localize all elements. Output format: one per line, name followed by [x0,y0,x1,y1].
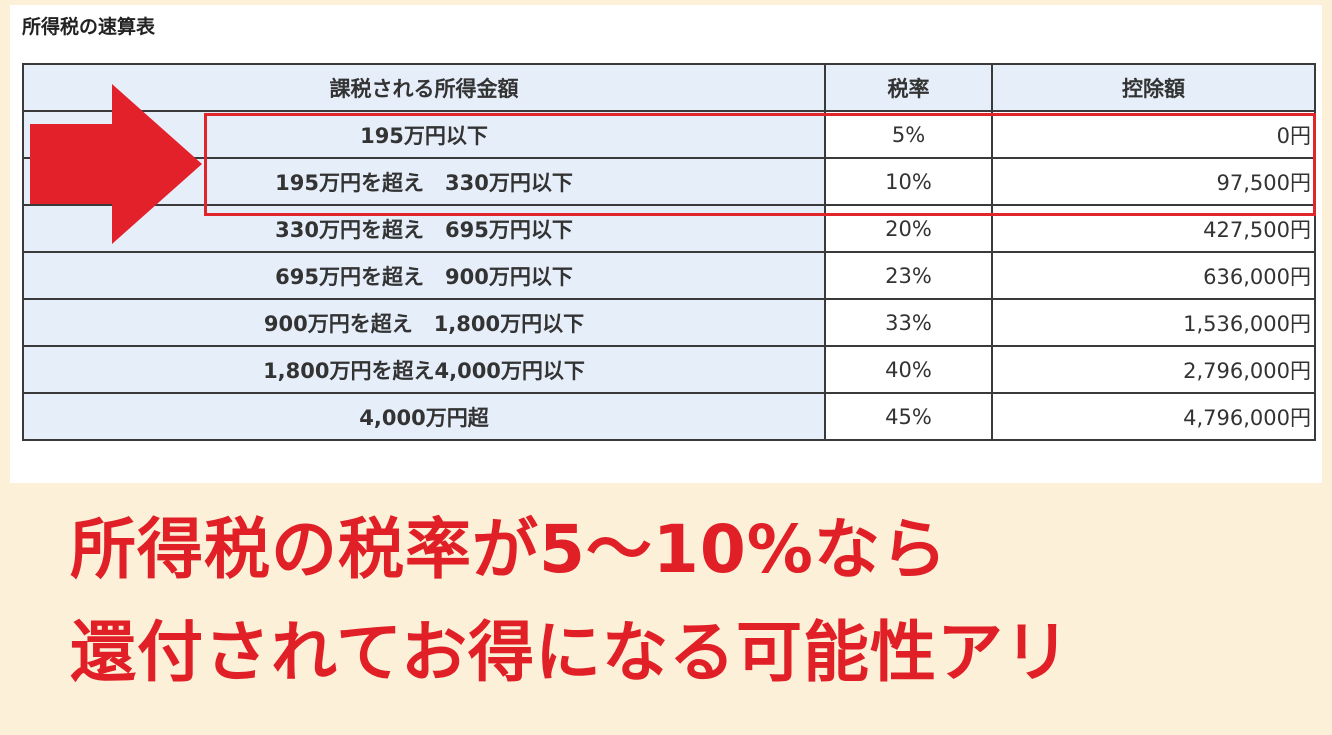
deduction-cell: 427,500円 [991,204,1316,253]
income-range-cell: 1,800万円を超え4,000万円以下 [22,345,826,394]
table-row: 695万円を超え 900万円以下 23% 636,000円 [22,251,1316,300]
tax-rate-cell: 40% [824,345,993,394]
tax-rate-cell: 23% [824,251,993,300]
income-range-cell: 4,000万円超 [22,392,826,441]
header-deduction: 控除額 [991,63,1316,112]
table-row: 195万円を超え 330万円以下 10% 97,500円 [22,157,1316,206]
caption-line-1: 所得税の税率が5～10%なら [70,511,948,588]
tax-rate-cell: 33% [824,298,993,347]
deduction-cell: 0円 [991,110,1316,159]
table-row: 330万円を超え 695万円以下 20% 427,500円 [22,204,1316,253]
tax-rate-cell: 5% [824,110,993,159]
table-row: 900万円を超え 1,800万円以下 33% 1,536,000円 [22,298,1316,347]
deduction-cell: 2,796,000円 [991,345,1316,394]
income-range-cell: 900万円を超え 1,800万円以下 [22,298,826,347]
deduction-cell: 4,796,000円 [991,392,1316,441]
table-row: 195万円以下 5% 0円 [22,110,1316,159]
income-range-cell: 695万円を超え 900万円以下 [22,251,826,300]
header-tax-rate: 税率 [824,63,993,112]
tax-rate-cell: 45% [824,392,993,441]
header-taxable-income: 課税される所得金額 [22,63,826,112]
table-header-row: 課税される所得金額 税率 控除額 [22,63,1316,112]
income-range-cell: 330万円を超え 695万円以下 [22,204,826,253]
table-title: 所得税の速算表 [22,16,156,38]
table-row: 1,800万円を超え4,000万円以下 40% 2,796,000円 [22,345,1316,394]
deduction-cell: 97,500円 [991,157,1316,206]
caption-line-2: 還付されてお得になる可能性アリ [70,614,1072,691]
deduction-cell: 1,536,000円 [991,298,1316,347]
tax-rate-table: 課税される所得金額 税率 控除額 195万円以下 5% 0円 195万円を超え … [22,63,1316,441]
right-arrow-icon [30,84,202,244]
tax-rate-cell: 20% [824,204,993,253]
deduction-cell: 636,000円 [991,251,1316,300]
tax-rate-cell: 10% [824,157,993,206]
table-row: 4,000万円超 45% 4,796,000円 [22,392,1316,441]
